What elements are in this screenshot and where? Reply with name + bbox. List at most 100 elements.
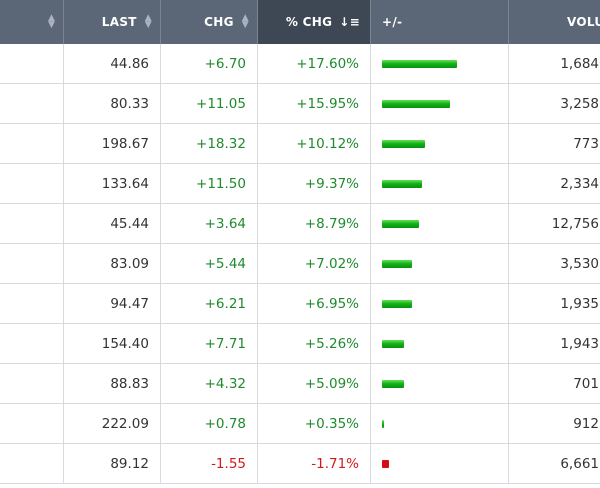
sort-icon: ▲ ▼ xyxy=(241,13,249,30)
chg-cell: +18.32 xyxy=(161,124,258,164)
column-header-volume-label: VOLU xyxy=(567,15,600,29)
chg-cell: -1.55 xyxy=(161,444,258,484)
symbol-cell xyxy=(0,364,64,404)
symbol-cell xyxy=(0,444,64,484)
table-row[interactable]: 45.44 +3.64 +8.79% 12,756 xyxy=(0,204,600,244)
change-bar xyxy=(382,259,412,268)
last-cell: 88.83 xyxy=(64,364,161,404)
column-header-name[interactable]: ▲ ▼ xyxy=(0,0,64,44)
chg-cell: +7.71 xyxy=(161,324,258,364)
table-row[interactable]: 89.12 -1.55 -1.71% 6,661 xyxy=(0,444,600,484)
chg-cell: +3.64 xyxy=(161,204,258,244)
chg-cell: +5.44 xyxy=(161,244,258,284)
chg-cell: +11.05 xyxy=(161,84,258,124)
column-header-pct-chg-label: % CHG xyxy=(285,15,333,29)
pct-chg-cell: +5.26% xyxy=(258,324,371,364)
symbol-cell xyxy=(0,84,64,124)
table-row[interactable]: 198.67 +18.32 +10.12% 773 xyxy=(0,124,600,164)
last-cell: 154.40 xyxy=(64,324,161,364)
last-cell: 94.47 xyxy=(64,284,161,324)
pct-chg-cell: +10.12% xyxy=(258,124,371,164)
last-cell: 198.67 xyxy=(64,124,161,164)
chg-cell: +6.21 xyxy=(161,284,258,324)
symbol-cell xyxy=(0,164,64,204)
change-bar xyxy=(382,339,404,348)
chg-cell: +0.78 xyxy=(161,404,258,444)
pct-chg-cell: +6.95% xyxy=(258,284,371,324)
pct-chg-cell: +0.35% xyxy=(258,404,371,444)
column-header-volume[interactable]: VOLU xyxy=(509,0,600,44)
table-row[interactable]: 83.09 +5.44 +7.02% 3,530 xyxy=(0,244,600,284)
pct-chg-cell: -1.71% xyxy=(258,444,371,484)
change-bar-cell xyxy=(371,204,509,244)
change-bar-cell xyxy=(371,324,509,364)
change-bar-cell xyxy=(371,124,509,164)
change-bar xyxy=(382,99,450,108)
last-cell: 222.09 xyxy=(64,404,161,444)
pct-chg-cell: +15.95% xyxy=(258,84,371,124)
volume-cell: 2,334 xyxy=(509,164,600,204)
pct-chg-cell: +7.02% xyxy=(258,244,371,284)
column-header-chg[interactable]: CHG ▲ ▼ xyxy=(161,0,258,44)
volume-cell: 1,684 xyxy=(509,44,600,84)
volume-cell: 773 xyxy=(509,124,600,164)
pct-chg-cell: +17.60% xyxy=(258,44,371,84)
symbol-cell xyxy=(0,244,64,284)
table-row[interactable]: 222.09 +0.78 +0.35% 912 xyxy=(0,404,600,444)
last-cell: 133.64 xyxy=(64,164,161,204)
volume-cell: 701 xyxy=(509,364,600,404)
volume-cell: 3,258 xyxy=(509,84,600,124)
pct-chg-cell: +8.79% xyxy=(258,204,371,244)
volume-cell: 1,943 xyxy=(509,324,600,364)
change-bar xyxy=(382,299,412,308)
change-bar xyxy=(382,179,422,188)
change-bar-cell xyxy=(371,84,509,124)
last-cell: 89.12 xyxy=(64,444,161,484)
volume-cell: 12,756 xyxy=(509,204,600,244)
change-bar-cell xyxy=(371,284,509,324)
table-row[interactable]: 44.86 +6.70 +17.60% 1,684 xyxy=(0,44,600,84)
pct-chg-cell: +5.09% xyxy=(258,364,371,404)
symbol-cell xyxy=(0,404,64,444)
column-header-plus-minus-label: +/- xyxy=(382,15,403,29)
last-cell: 80.33 xyxy=(64,84,161,124)
change-bar xyxy=(382,379,404,388)
symbol-cell xyxy=(0,284,64,324)
chg-cell: +11.50 xyxy=(161,164,258,204)
symbol-cell xyxy=(0,204,64,244)
symbol-cell xyxy=(0,324,64,364)
table-row[interactable]: 133.64 +11.50 +9.37% 2,334 xyxy=(0,164,600,204)
table-row[interactable]: 94.47 +6.21 +6.95% 1,935 xyxy=(0,284,600,324)
chg-cell: +4.32 xyxy=(161,364,258,404)
column-header-chg-label: CHG xyxy=(204,15,234,29)
symbol-cell xyxy=(0,44,64,84)
sort-descending-icon: ↓≡ xyxy=(339,15,360,29)
change-bar-cell xyxy=(371,444,509,484)
last-cell: 83.09 xyxy=(64,244,161,284)
change-bar xyxy=(382,219,419,228)
column-header-plus-minus[interactable]: +/- xyxy=(371,0,509,44)
table-row[interactable]: 154.40 +7.71 +5.26% 1,943 xyxy=(0,324,600,364)
column-header-pct-chg[interactable]: % CHG ↓≡ xyxy=(258,0,371,44)
last-cell: 45.44 xyxy=(64,204,161,244)
change-bar-cell xyxy=(371,404,509,444)
table-row[interactable]: 88.83 +4.32 +5.09% 701 xyxy=(0,364,600,404)
chg-cell: +6.70 xyxy=(161,44,258,84)
change-bar xyxy=(382,459,389,468)
volume-cell: 1,935 xyxy=(509,284,600,324)
volume-cell: 3,530 xyxy=(509,244,600,284)
table-row[interactable]: 80.33 +11.05 +15.95% 3,258 xyxy=(0,84,600,124)
change-bar-cell xyxy=(371,364,509,404)
change-bar-cell xyxy=(371,164,509,204)
column-header-last[interactable]: LAST ▲ ▼ xyxy=(64,0,161,44)
sort-icon: ▲ ▼ xyxy=(48,13,56,30)
table-header: ▲ ▼ LAST ▲ ▼ CHG ▲ ▼ % CHG ↓≡ +/- VOLU xyxy=(0,0,600,44)
column-header-last-label: LAST xyxy=(101,15,137,29)
symbol-cell xyxy=(0,124,64,164)
change-bar xyxy=(382,419,384,428)
sort-icon: ▲ ▼ xyxy=(144,13,152,30)
change-bar xyxy=(382,139,425,148)
last-cell: 44.86 xyxy=(64,44,161,84)
change-bar-cell xyxy=(371,244,509,284)
change-bar xyxy=(382,59,457,68)
